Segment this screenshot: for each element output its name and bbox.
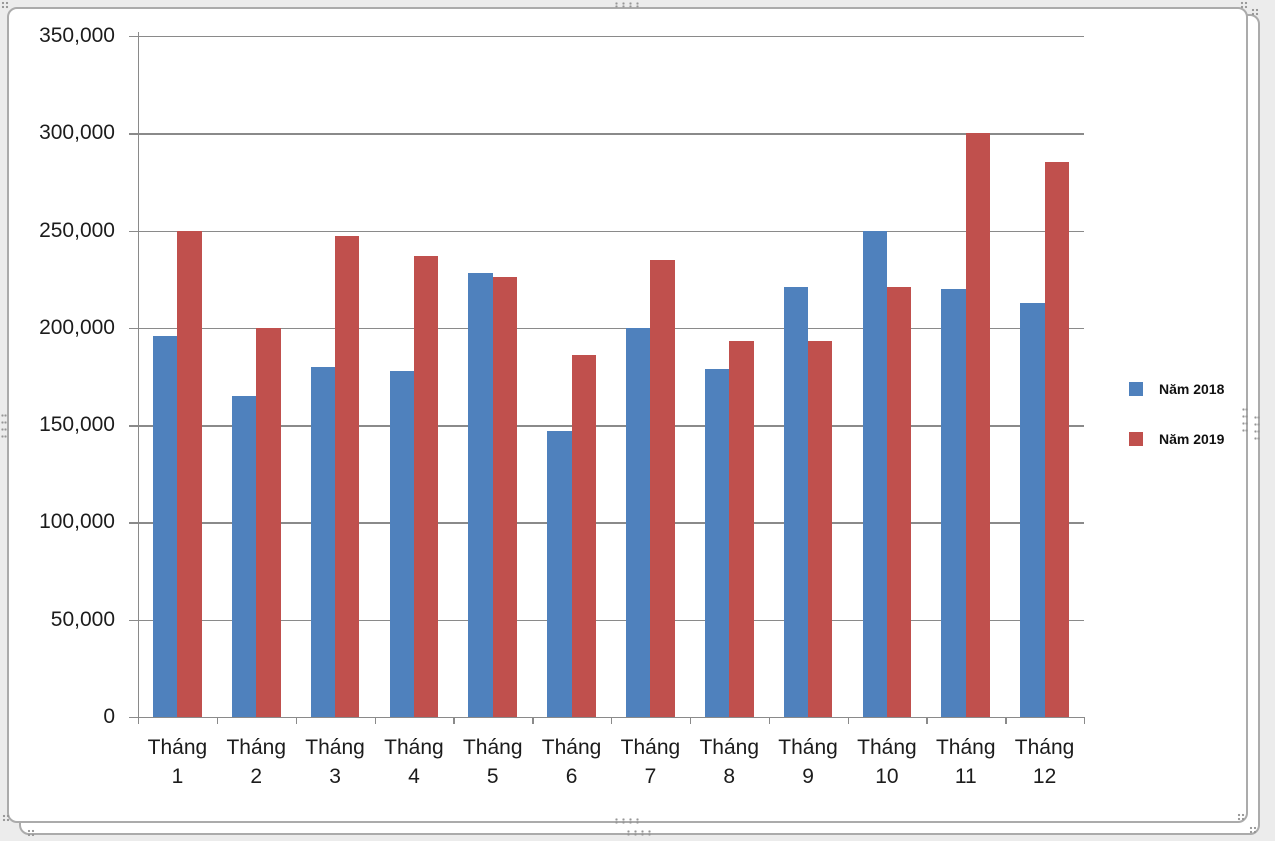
bar-năm-2019-2[interactable] [256, 327, 281, 717]
gridline [138, 230, 1084, 232]
bar-năm-2019-10[interactable] [886, 286, 912, 717]
bar-năm-2018-5[interactable] [468, 273, 493, 717]
y-axis-tick [129, 327, 138, 330]
legend-swatch-2019 [1129, 432, 1143, 446]
y-axis-tick [129, 133, 138, 135]
x-axis-category-label: Tháng 9 [778, 736, 838, 788]
bar-năm-2018-1[interactable] [153, 335, 178, 717]
resize-handle-top[interactable] [613, 2, 640, 8]
bar-năm-2018-8[interactable] [704, 368, 730, 717]
y-axis-tick-label: 50,000 [50, 607, 115, 631]
bar-năm-2018-4[interactable] [389, 370, 414, 717]
x-axis-tick [216, 717, 219, 724]
bar-năm-2019-11[interactable] [965, 133, 991, 717]
resize-handle-bottom-right[interactable] [1237, 813, 1245, 821]
y-axis-tick-label: 100,000 [39, 510, 115, 534]
resize-handle-right[interactable] [1242, 406, 1248, 433]
resize-handle-top-right[interactable] [1240, 1, 1248, 9]
y-axis-line [137, 32, 139, 724]
x-axis-category-label: Tháng 4 [384, 736, 444, 788]
legend-swatch-2018 [1129, 382, 1143, 396]
resize-handle-left[interactable] [1, 412, 7, 439]
x-axis-category-label: Tháng 8 [699, 736, 760, 788]
bar-năm-2018-7[interactable] [626, 327, 651, 717]
resize-handle-top-right-back[interactable] [1251, 8, 1259, 16]
x-axis-tick [926, 717, 928, 724]
legend-label-2018: Năm 2018 [1159, 381, 1225, 397]
x-axis-category-label: Tháng 2 [226, 736, 287, 788]
resize-handle-bottom-back[interactable] [625, 830, 652, 836]
bar-năm-2019-7[interactable] [650, 259, 675, 717]
x-axis-category-label: Tháng 7 [620, 736, 681, 788]
y-axis-tick [129, 717, 138, 719]
x-axis-tick [138, 717, 140, 724]
gridline [138, 36, 1084, 38]
x-axis-tick [374, 717, 376, 724]
resize-handle-bottom-left-back[interactable] [27, 829, 35, 837]
bar-năm-2019-9[interactable] [808, 341, 833, 717]
bar-năm-2018-2[interactable] [231, 395, 257, 717]
x-axis-category-label: Tháng 1 [147, 736, 208, 788]
x-axis-tick [689, 717, 692, 724]
bar-năm-2019-3[interactable] [335, 236, 360, 717]
y-axis-tick-label: 0 [103, 705, 115, 728]
gridline [138, 327, 1084, 330]
x-axis-tick [295, 717, 298, 724]
x-axis-category-label: Tháng 10 [857, 736, 917, 788]
y-axis-tick [129, 522, 138, 524]
bar-năm-2018-6[interactable] [547, 430, 572, 717]
bar-năm-2018-11[interactable] [941, 288, 966, 717]
legend-item-2019[interactable]: Năm 2019 [1129, 431, 1224, 447]
gridline [138, 425, 1084, 427]
legend-item-2018[interactable]: Năm 2018 [1129, 381, 1224, 397]
bar-năm-2019-1[interactable] [177, 230, 202, 717]
bar-năm-2019-5[interactable] [492, 277, 518, 717]
bar-năm-2019-8[interactable] [729, 341, 754, 717]
y-axis-tick [129, 230, 138, 232]
resize-handle-top-left[interactable] [1, 1, 9, 9]
x-axis-tick [1084, 717, 1086, 724]
x-axis-tick [532, 717, 534, 724]
x-axis-tick [847, 717, 849, 724]
resize-handle-bottom[interactable] [613, 818, 640, 824]
bar-năm-2018-10[interactable] [862, 230, 887, 717]
resize-handle-bottom-left[interactable] [2, 814, 10, 822]
x-axis-category-label: Tháng 3 [305, 736, 365, 788]
resize-handle-bottom-right-back[interactable] [1249, 826, 1257, 834]
bar-năm-2019-4[interactable] [413, 255, 439, 717]
bar-năm-2018-3[interactable] [310, 366, 336, 717]
y-axis-tick-label: 300,000 [39, 121, 115, 145]
resize-handle-right-back[interactable] [1254, 414, 1260, 441]
gridline [138, 522, 1084, 524]
bar-năm-2019-12[interactable] [1044, 162, 1069, 717]
bar-năm-2019-6[interactable] [571, 355, 596, 717]
y-axis-tick-label: 200,000 [39, 315, 115, 339]
y-axis-tick [129, 425, 138, 427]
x-axis-category-label: Tháng 6 [541, 736, 602, 788]
x-axis-category-label: Tháng 5 [462, 736, 523, 788]
legend-label-2019: Năm 2019 [1159, 431, 1225, 447]
y-axis-tick-label: 350,000 [39, 24, 115, 47]
y-axis-tick-label: 250,000 [39, 218, 115, 242]
x-axis-category-label: Tháng 12 [1014, 736, 1075, 788]
gridline [138, 619, 1084, 622]
y-axis-tick [129, 619, 138, 622]
x-axis-tick [1005, 717, 1007, 724]
y-axis-tick-label: 150,000 [39, 413, 115, 437]
x-axis-tick [453, 717, 455, 724]
x-axis-category-label: Tháng 11 [935, 736, 996, 788]
bar-năm-2018-12[interactable] [1020, 302, 1045, 717]
gridline [138, 133, 1084, 135]
bar-năm-2018-9[interactable] [783, 286, 809, 717]
y-axis-tick [129, 36, 138, 38]
x-axis-tick [768, 717, 771, 724]
x-axis-tick [611, 717, 613, 724]
